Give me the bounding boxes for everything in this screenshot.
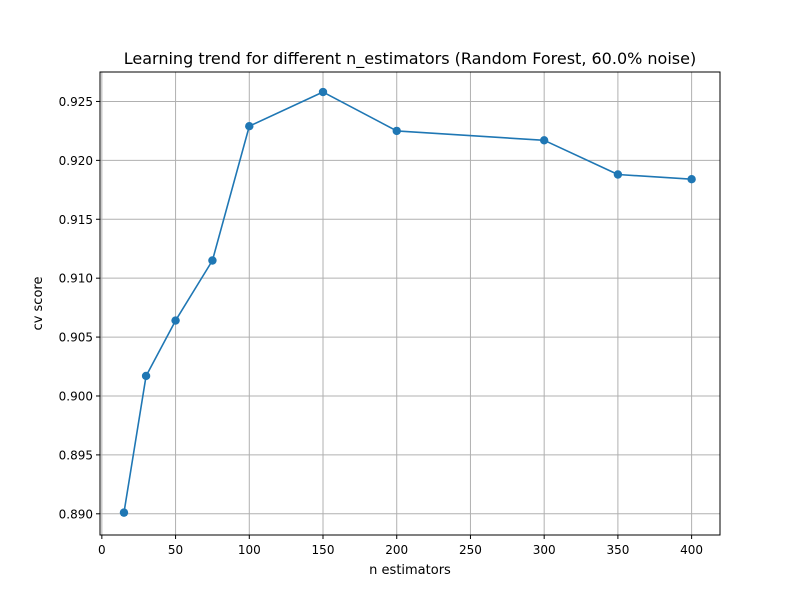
data-point [318, 87, 328, 97]
y-tick-label: 0.925 [59, 95, 93, 109]
x-tick-label: 200 [385, 543, 408, 557]
y-axis-label: cv score [31, 277, 46, 331]
x-tick-label: 400 [680, 543, 703, 557]
y-tick-label: 0.920 [59, 154, 93, 168]
data-point [119, 508, 129, 517]
data-point [141, 371, 151, 381]
series-line [123, 91, 692, 513]
y-tick-label: 0.895 [59, 448, 93, 462]
data-point [171, 316, 180, 325]
data-point [687, 175, 696, 184]
x-tick-label: 350 [606, 543, 629, 557]
x-tick-label: 0 [98, 543, 106, 557]
x-tick-label: 300 [533, 543, 556, 557]
data-point [392, 126, 401, 136]
tick-layer: 0 50 100 150 200 250 300 350 400 0.890 0.895 0.900 0… [59, 95, 703, 557]
y-tick-label: 0.905 [59, 331, 93, 345]
x-tick-label: 250 [459, 543, 482, 557]
x-axis-label: n estimators [369, 563, 451, 578]
data-point [539, 136, 549, 145]
data-point [245, 121, 254, 131]
y-tick-label: 0.910 [59, 272, 93, 286]
series-layer [119, 87, 696, 517]
y-tick-label: 0.890 [59, 507, 93, 521]
plot-frame [99, 71, 721, 536]
grid-layer [100, 72, 720, 535]
y-tick-label: 0.900 [59, 389, 93, 403]
data-point [208, 256, 217, 265]
chart-title: Learning trend for different n_estimator… [124, 49, 696, 69]
data-point [613, 170, 623, 179]
x-tick-label: 100 [238, 543, 261, 557]
y-tick-label: 0.915 [59, 213, 93, 227]
x-tick-label: 150 [312, 543, 335, 557]
x-tick-label: 50 [168, 543, 183, 557]
